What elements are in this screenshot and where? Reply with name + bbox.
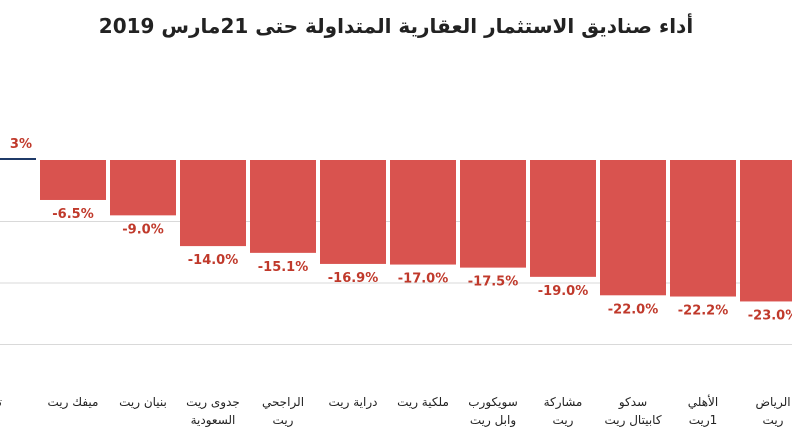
data-label: -15.1% — [258, 260, 309, 275]
data-label: -17.0% — [398, 272, 449, 287]
category-label: السعودية — [191, 413, 236, 428]
data-label: -22.0% — [608, 302, 659, 317]
category-label: سويكورب — [468, 395, 518, 410]
data-label: 3% — [10, 137, 32, 152]
category-label: ريت — [273, 413, 294, 428]
bar — [670, 160, 736, 297]
category-label: جدوى ريت — [186, 395, 240, 410]
category-label: ريت — [763, 413, 784, 428]
category-label: الأهلي — [688, 394, 718, 409]
bar — [740, 160, 792, 302]
bar — [40, 160, 106, 200]
chart-title: أداء صناديق الاستثمار العقارية المتداولة… — [98, 14, 694, 38]
bar — [530, 160, 596, 277]
category-label: ميفك ريت — [48, 395, 99, 410]
category-label: ملكية ريت — [397, 395, 449, 410]
data-label: -6.5% — [52, 207, 93, 222]
category-label: ريت — [553, 413, 574, 428]
category-label: 1ريت — [689, 413, 718, 428]
bar — [390, 160, 456, 265]
data-label: -23.0% — [748, 308, 792, 323]
data-label: -9.0% — [122, 222, 163, 237]
bar — [460, 160, 526, 268]
data-label: -22.2% — [678, 304, 729, 319]
category-label: دراية ريت — [329, 395, 378, 410]
bar — [0, 158, 36, 160]
category-label: كابيتال ريت — [604, 413, 661, 428]
category-label: وابل ريت — [470, 413, 516, 428]
bar — [600, 160, 666, 296]
bar — [250, 160, 316, 253]
data-label: -19.0% — [538, 284, 589, 299]
bar — [320, 160, 386, 264]
data-label: -14.0% — [188, 253, 239, 268]
category-label: سدكو — [618, 395, 647, 410]
bar — [110, 160, 176, 216]
data-label: -16.9% — [328, 271, 379, 286]
category-label: بنيان ريت — [119, 395, 167, 410]
category-label: مشاركة — [544, 395, 583, 410]
data-label: -17.5% — [468, 275, 519, 290]
category-label: الرياض — [755, 395, 790, 410]
category-label: تعليم — [0, 395, 2, 409]
bar — [180, 160, 246, 247]
category-label: الراجحي — [262, 395, 304, 410]
